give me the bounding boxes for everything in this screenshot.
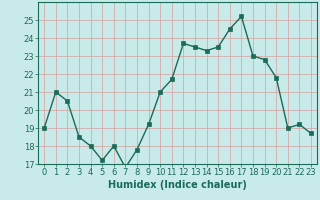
X-axis label: Humidex (Indice chaleur): Humidex (Indice chaleur) (108, 180, 247, 190)
